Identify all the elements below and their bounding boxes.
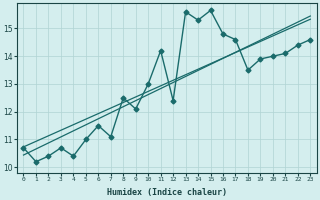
X-axis label: Humidex (Indice chaleur): Humidex (Indice chaleur) [107, 188, 227, 197]
